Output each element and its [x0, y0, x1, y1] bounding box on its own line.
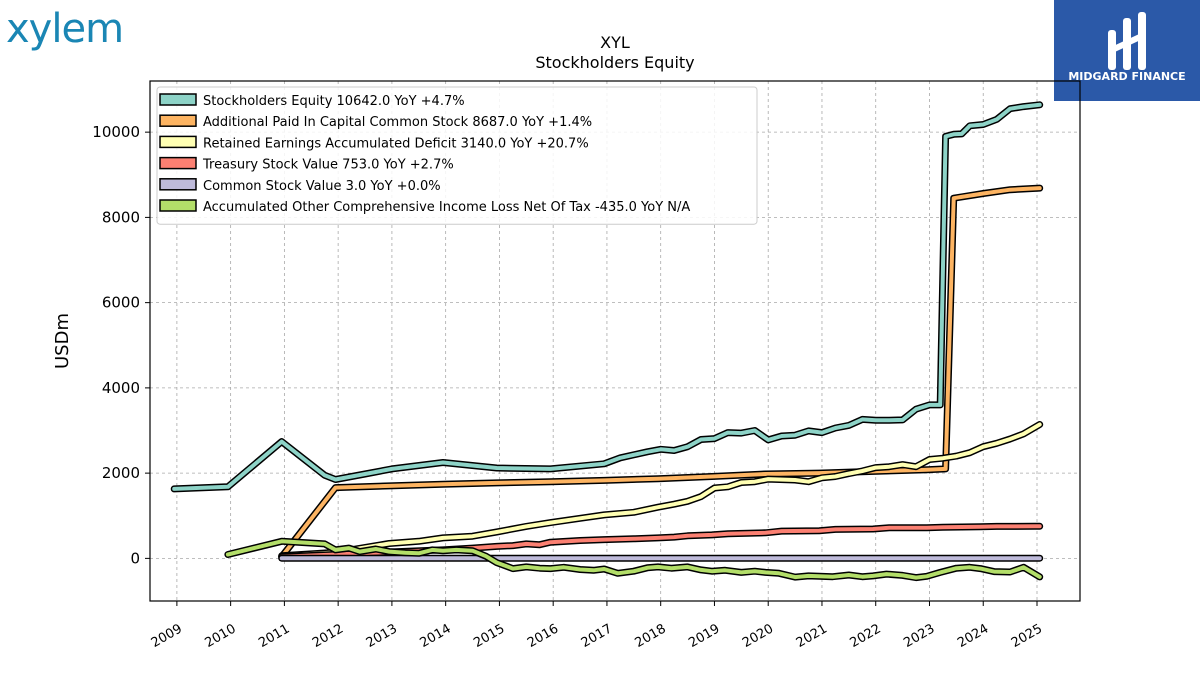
- legend-label: Stockholders Equity 10642.0 YoY +4.7%: [203, 94, 465, 109]
- x-tick-label: 2024: [955, 621, 991, 651]
- x-tick-label: 2009: [149, 621, 185, 651]
- y-tick-label: 10000: [92, 123, 140, 141]
- x-tick-label: 2025: [1009, 621, 1045, 651]
- x-tick-label: 2013: [364, 621, 400, 651]
- x-tick-label: 2012: [310, 621, 346, 651]
- legend-swatch: [159, 93, 197, 106]
- legend-label: Treasury Stock Value 753.0 YoY +2.7%: [202, 158, 454, 173]
- legend: Stockholders Equity 10642.0 YoY +4.7% Add…: [156, 86, 758, 225]
- chart-subtitle: Stockholders Equity: [535, 53, 694, 72]
- legend-label: Additional Paid In Capital Common Stock …: [203, 115, 592, 130]
- xylem-logo: xylem: [6, 6, 124, 52]
- x-tick-label: 2017: [579, 621, 615, 651]
- series-line-1: [279, 186, 1042, 559]
- chart-title: XYL: [600, 33, 630, 52]
- x-tick-label: 2019: [686, 621, 722, 651]
- x-tick-label: 2023: [901, 621, 937, 651]
- legend-box: [156, 86, 758, 225]
- y-tick-label: 6000: [102, 294, 140, 312]
- series-lines: [170, 101, 1044, 582]
- legend-label: Common Stock Value 3.0 YoY +0.0%: [203, 179, 441, 194]
- plot-area: [149, 80, 1081, 602]
- x-tick-label: 2010: [202, 621, 238, 651]
- y-axis-label: USDm: [52, 313, 73, 369]
- legend-swatch: [159, 156, 197, 170]
- midgard-finance-label: MIDGARD FINANCE: [1068, 70, 1186, 83]
- legend-label: Retained Earnings Accumulated Deficit 31…: [203, 136, 589, 151]
- x-tick-label: 2020: [740, 621, 776, 651]
- x-tick-label: 2018: [633, 621, 669, 651]
- x-tick-label: 2015: [471, 621, 507, 651]
- y-tick-label: 4000: [102, 379, 140, 397]
- x-tick-label: 2021: [794, 621, 830, 651]
- series-line-0: [172, 102, 1042, 491]
- legend-swatch: [159, 135, 197, 149]
- x-tick-label: 2014: [418, 621, 454, 651]
- legend-swatch: [159, 178, 197, 191]
- series-line-2: [279, 422, 1042, 558]
- x-tick-label: 2022: [848, 621, 884, 651]
- y-tick-label: 0: [130, 549, 140, 567]
- midgard-finance-logo: MIDGARD FINANCE: [1054, 0, 1200, 101]
- y-tick-label: 8000: [102, 208, 140, 226]
- series-line-3: [279, 524, 1042, 559]
- series-line-5: [225, 539, 1042, 580]
- legend-swatch: [159, 114, 197, 127]
- legend-label: Accumulated Other Comprehensive Income L…: [203, 200, 690, 215]
- x-tick-label: 2011: [256, 621, 292, 651]
- y-tick-label: 2000: [102, 464, 140, 482]
- legend-swatch: [159, 199, 197, 212]
- x-tick-label: 2016: [525, 621, 561, 651]
- midgard-emblem-icon: [1108, 12, 1146, 70]
